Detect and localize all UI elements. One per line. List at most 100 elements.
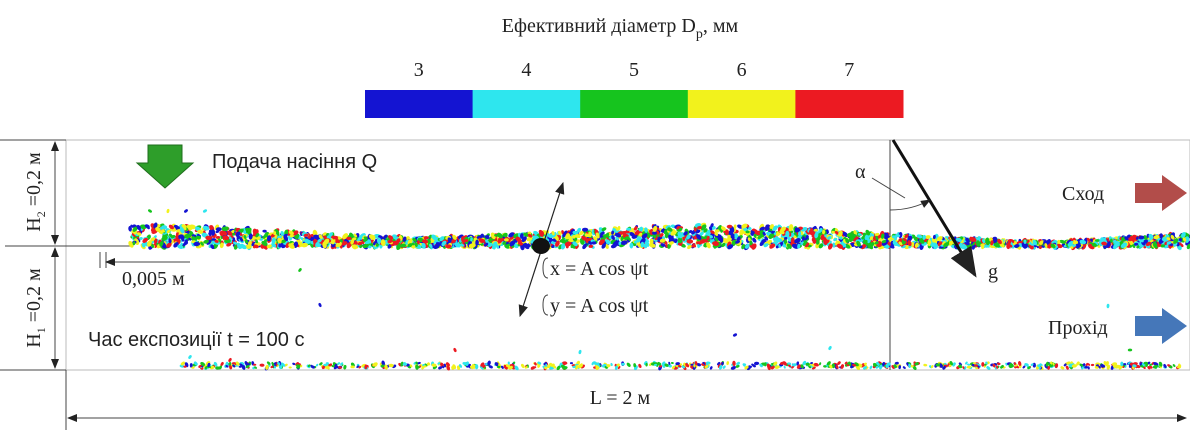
particle bbox=[132, 241, 136, 246]
bracket bbox=[542, 294, 549, 316]
angle-arc bbox=[889, 199, 931, 211]
particle bbox=[1164, 241, 1168, 246]
particle bbox=[166, 229, 171, 234]
particle bbox=[902, 366, 906, 369]
particle bbox=[714, 231, 719, 236]
colorbar-segment bbox=[365, 90, 474, 118]
particle bbox=[1172, 364, 1176, 368]
particle bbox=[1160, 244, 1166, 248]
particle bbox=[1060, 366, 1065, 370]
particle bbox=[853, 230, 857, 235]
particle bbox=[1098, 240, 1103, 247]
feed-label: Подача насіння Q bbox=[212, 151, 377, 173]
colorbar-label: 4 bbox=[521, 59, 531, 81]
outlet-bottom-arrow bbox=[1135, 308, 1187, 344]
particle bbox=[649, 231, 653, 236]
angle-label: α bbox=[855, 161, 866, 183]
particle bbox=[188, 224, 196, 230]
domain-box bbox=[65, 139, 1190, 371]
particle bbox=[1090, 363, 1095, 367]
particle bbox=[210, 229, 215, 236]
particle bbox=[184, 209, 188, 213]
particle bbox=[629, 242, 634, 249]
particle bbox=[828, 243, 833, 250]
particle bbox=[228, 357, 232, 363]
particle bbox=[166, 208, 170, 214]
particle bbox=[699, 231, 704, 236]
particle bbox=[202, 209, 208, 213]
particle bbox=[875, 235, 879, 240]
particle bbox=[802, 241, 807, 246]
particle bbox=[763, 362, 767, 367]
particle bbox=[328, 232, 333, 238]
particle bbox=[646, 232, 651, 239]
particle bbox=[153, 238, 158, 244]
particle bbox=[219, 242, 224, 249]
particle bbox=[769, 243, 776, 249]
particle bbox=[741, 243, 746, 250]
particle bbox=[709, 239, 713, 244]
particle bbox=[874, 241, 879, 245]
particle bbox=[797, 243, 801, 249]
feed-arrow bbox=[135, 144, 195, 189]
particle bbox=[638, 226, 644, 233]
particle bbox=[626, 362, 631, 367]
particle bbox=[453, 347, 457, 353]
particle bbox=[262, 229, 267, 233]
colorbar-label: 5 bbox=[629, 59, 639, 81]
particle bbox=[1127, 348, 1133, 352]
particle bbox=[294, 235, 299, 239]
particle bbox=[215, 230, 220, 234]
particle bbox=[383, 234, 388, 239]
particle bbox=[667, 243, 671, 249]
particle bbox=[670, 361, 674, 365]
h2-label: H2 =0,2 м bbox=[23, 152, 48, 232]
particle bbox=[649, 238, 654, 245]
particle bbox=[357, 241, 363, 246]
particle bbox=[709, 366, 713, 370]
particle bbox=[874, 232, 880, 237]
particle bbox=[860, 243, 867, 250]
particle bbox=[649, 243, 656, 248]
particle bbox=[331, 235, 339, 240]
particle bbox=[507, 361, 510, 365]
particle bbox=[1153, 235, 1160, 240]
particle bbox=[733, 224, 737, 229]
colorbar: 3 4 5 6 7 bbox=[365, 59, 904, 118]
particle bbox=[626, 227, 632, 231]
particle bbox=[652, 231, 657, 235]
outlet-top-arrow bbox=[1135, 175, 1187, 211]
particle bbox=[562, 361, 568, 365]
particle bbox=[731, 239, 736, 247]
particle bbox=[819, 362, 822, 366]
particle bbox=[177, 244, 184, 249]
particle bbox=[633, 226, 638, 231]
particle bbox=[148, 209, 152, 213]
colorbar-label: 3 bbox=[414, 59, 424, 81]
particle bbox=[498, 237, 505, 242]
particle bbox=[744, 243, 750, 249]
particle bbox=[181, 224, 187, 229]
particle bbox=[981, 362, 985, 367]
particle bbox=[676, 225, 680, 230]
particle bbox=[215, 227, 222, 232]
particle bbox=[502, 240, 507, 245]
particle bbox=[508, 232, 515, 238]
particle bbox=[197, 229, 204, 234]
particle bbox=[659, 233, 664, 238]
particle bbox=[693, 364, 696, 368]
particle bbox=[578, 349, 582, 355]
particle bbox=[990, 240, 994, 246]
particle bbox=[195, 226, 199, 231]
gap-label: 0,005 м bbox=[122, 268, 185, 290]
particle bbox=[737, 224, 743, 229]
particle bbox=[188, 237, 192, 241]
gravity-label: g bbox=[988, 261, 998, 283]
particle bbox=[161, 228, 165, 233]
particle bbox=[588, 244, 594, 248]
particle bbox=[751, 243, 757, 250]
particle bbox=[188, 355, 192, 359]
colorbar-label: 6 bbox=[737, 59, 747, 81]
particle bbox=[331, 243, 336, 248]
